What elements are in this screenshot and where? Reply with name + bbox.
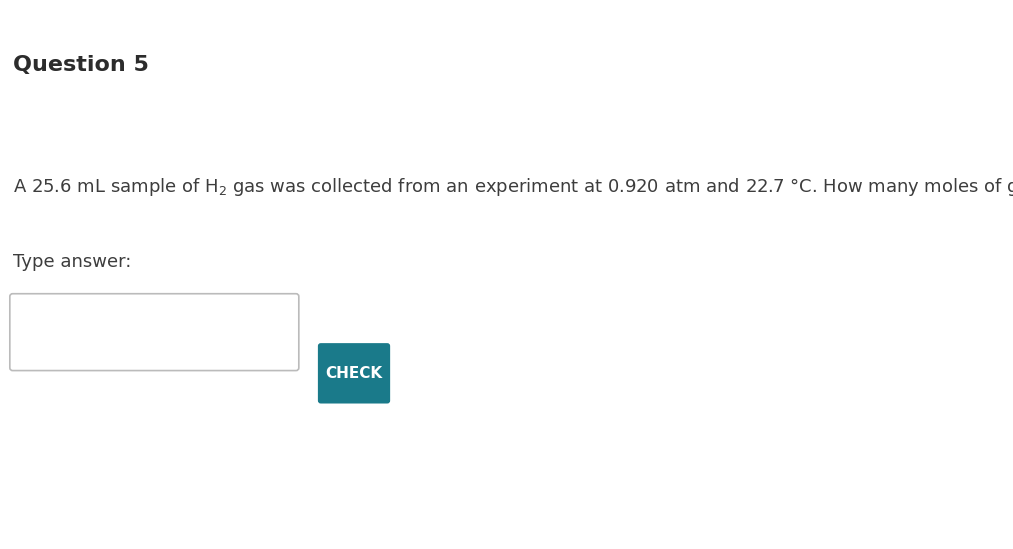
Text: Type answer:: Type answer: (13, 253, 131, 271)
Text: Question 5: Question 5 (13, 55, 149, 75)
Text: CHECK: CHECK (325, 366, 383, 381)
Text: A 25.6 mL sample of H$_2$ gas was collected from an experiment at 0.920 atm and : A 25.6 mL sample of H$_2$ gas was collec… (13, 176, 1013, 198)
FancyBboxPatch shape (318, 343, 390, 404)
FancyBboxPatch shape (10, 294, 299, 371)
